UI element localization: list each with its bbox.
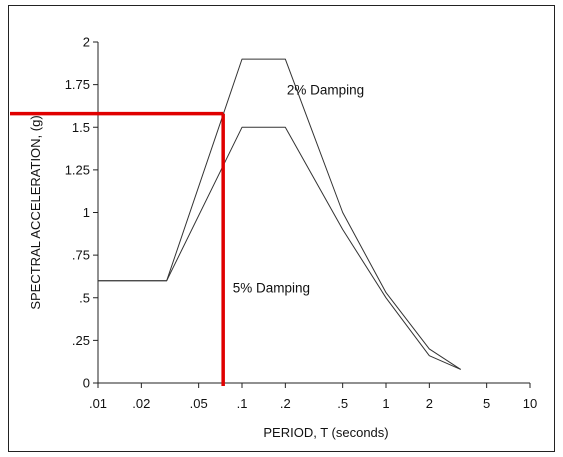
x-tick-label: 10 <box>523 396 537 411</box>
x-axis-title: PERIOD, T (seconds) <box>263 425 388 440</box>
x-tick-label: .01 <box>89 396 107 411</box>
y-axis-title: SPECTRAL ACCELERATION, (g) <box>28 115 43 309</box>
y-tick-label: .75 <box>72 248 90 263</box>
y-tick-label: 1 <box>83 205 90 220</box>
y-tick-label: 2 <box>83 35 90 50</box>
y-tick-label: .5 <box>79 290 90 305</box>
y-tick-label: .25 <box>72 333 90 348</box>
y-tick-label: 1.75 <box>65 77 90 92</box>
red-reference-lines <box>10 111 225 386</box>
x-tick-label: .05 <box>190 396 208 411</box>
y-tick-label: 1.5 <box>72 120 90 135</box>
series-line-2 <box>98 126 461 370</box>
series-annotation: 5% Damping <box>233 281 310 296</box>
x-tick-label: 1 <box>382 396 389 411</box>
figure-frame <box>8 5 555 452</box>
x-tick-label: 5 <box>483 396 490 411</box>
x-tick-label: .2 <box>280 396 291 411</box>
x-tick-label: .5 <box>337 396 348 411</box>
series-annotation: 2% Damping <box>287 83 364 98</box>
x-tick-label: .1 <box>237 396 248 411</box>
series-line-1 <box>98 58 461 370</box>
chart-text: 0 .25 .5 .75 1 1.25 1.5 1.75 2 .01 .02 .05 .1 .2 .5 1 2 5… <box>28 35 537 441</box>
x-tick-label: 2 <box>426 396 433 411</box>
y-tick-label: 0 <box>83 376 90 391</box>
series-lines <box>98 58 461 370</box>
y-tick-label: 1.25 <box>65 162 90 177</box>
x-tick-label: .02 <box>132 396 150 411</box>
axes <box>93 41 531 388</box>
